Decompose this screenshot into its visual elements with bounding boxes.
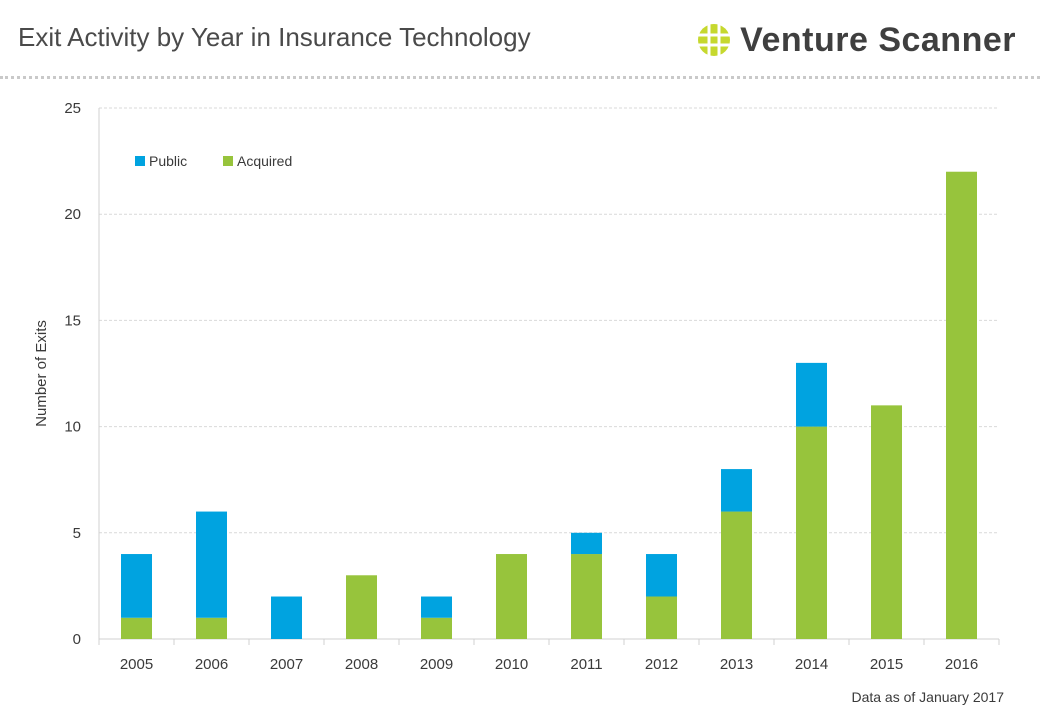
x-tick-label: 2015: [870, 656, 903, 673]
bar-acquired-2008: [346, 575, 377, 639]
y-tick-label: 10: [64, 419, 81, 436]
y-axis-label: Number of Exits: [33, 320, 50, 427]
x-tick-label: 2009: [420, 656, 453, 673]
legend-label-acquired: Acquired: [237, 153, 292, 169]
legend-swatch-acquired: [223, 156, 233, 166]
x-tick-label: 2005: [120, 656, 153, 673]
bar-acquired-2011: [571, 554, 602, 639]
bar-acquired-2015: [871, 405, 902, 639]
x-tick-label: 2008: [345, 656, 378, 673]
legend-label-public: Public: [149, 153, 187, 169]
bar-acquired-2009: [421, 617, 452, 639]
x-tick-label: 2010: [495, 656, 528, 673]
x-tick-label: 2007: [270, 656, 303, 673]
y-tick-label: 0: [73, 631, 81, 648]
bar-acquired-2012: [646, 596, 677, 639]
x-tick-label: 2006: [195, 656, 228, 673]
exit-activity-chart: 0 5 10 15 20 25 Number of Exits 2005 2006 2007 200…: [33, 100, 1000, 673]
x-tick-label: 2012: [645, 656, 678, 673]
data-date-note: Data as of January 2017: [851, 689, 1004, 705]
bar-acquired-2014: [796, 426, 827, 639]
venture-scanner-logo-icon: [698, 24, 731, 56]
bar-public-2012: [646, 554, 677, 597]
chart-title: Exit Activity by Year in Insurance Techn…: [18, 22, 531, 52]
bar-public-2007: [271, 596, 302, 639]
header-divider: [0, 76, 1040, 79]
bar-acquired-2013: [721, 511, 752, 639]
brand: Venture Scanner: [696, 18, 1016, 62]
y-tick-label: 25: [64, 100, 81, 117]
legend-swatch-public: [135, 156, 145, 166]
y-tick-label: 15: [64, 312, 81, 329]
bar-public-2013: [721, 469, 752, 512]
x-tick-label: 2014: [795, 656, 828, 673]
bar-public-2005: [121, 554, 152, 618]
bar-acquired-2010: [496, 554, 527, 639]
bar-acquired-2016: [946, 171, 977, 639]
bar-public-2006: [196, 511, 227, 618]
bar-public-2009: [421, 596, 452, 618]
brand-name: Venture Scanner: [740, 20, 1016, 59]
x-tick-label: 2013: [720, 656, 753, 673]
y-tick-label: 5: [73, 525, 81, 542]
x-tick-label: 2016: [945, 656, 978, 673]
bar-acquired-2005: [121, 617, 152, 639]
bar-public-2011: [571, 532, 602, 555]
y-tick-label: 20: [64, 206, 81, 223]
x-tick-label: 2011: [570, 656, 602, 673]
header: Exit Activity by Year in Insurance Techn…: [0, 0, 1040, 79]
bar-public-2014: [796, 362, 827, 427]
bar-acquired-2006: [196, 617, 227, 639]
